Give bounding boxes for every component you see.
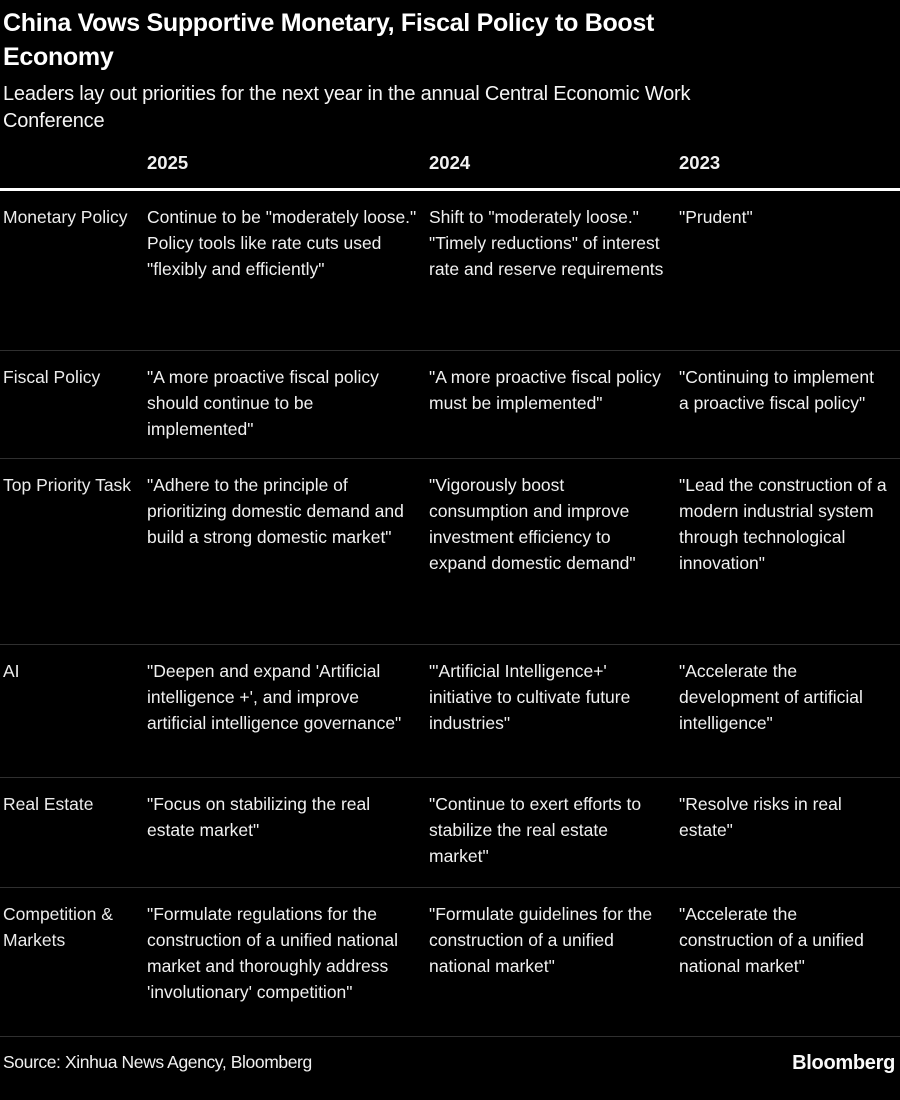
column-header-2025: 2025 — [147, 152, 189, 173]
table-row-ai: AI "Deepen and expand 'Artificial intell… — [0, 645, 900, 778]
cell-2023: "Continuing to implement a proactive fis… — [679, 367, 874, 413]
bloomberg-logo: Bloomberg — [792, 1052, 895, 1074]
cell-2024: "A more proactive fiscal policy must be … — [429, 367, 661, 413]
row-label: Monetary Policy — [3, 207, 128, 227]
row-label: Competition & Markets — [3, 904, 113, 950]
table-row-real-estate: Real Estate "Focus on stabilizing the re… — [0, 778, 900, 888]
graphic-title: China Vows Supportive Monetary, Fiscal P… — [3, 9, 655, 71]
column-header-blank — [0, 135, 147, 188]
cell-2024: "Vigorously boost consumption and improv… — [429, 475, 636, 573]
cell-2025: Continue to be "moderately loose." Polic… — [147, 207, 417, 279]
cell-2024: "Formulate guidelines for the constructi… — [429, 904, 653, 976]
table-header-row: 2025 2024 2023 — [0, 135, 900, 191]
cell-2025: "Deepen and expand 'Artificial intellige… — [147, 661, 402, 733]
cell-2023: "Accelerate the development of artificia… — [679, 661, 863, 733]
column-header-2023: 2023 — [679, 152, 721, 173]
row-label: Real Estate — [3, 794, 94, 814]
table-row-monetary-policy: Monetary Policy Continue to be "moderate… — [0, 191, 900, 351]
cell-2025: "Adhere to the principle of prioritizing… — [147, 475, 404, 547]
graphic-header: China Vows Supportive Monetary, Fiscal P… — [0, 0, 900, 135]
row-label: Fiscal Policy — [3, 367, 101, 387]
cell-2023: "Accelerate the construction of a unifie… — [679, 904, 864, 976]
column-header-2024: 2024 — [429, 152, 471, 173]
table-row-competition-markets: Competition & Markets "Formulate regulat… — [0, 888, 900, 1037]
table-row-top-priority-task: Top Priority Task "Adhere to the princip… — [0, 459, 900, 645]
cell-2023: "Prudent" — [679, 207, 753, 227]
cell-2025: "Focus on stabilizing the real estate ma… — [147, 794, 371, 840]
cell-2024: "'Artificial Intelligence+' initiative t… — [429, 661, 631, 733]
table-row-fiscal-policy: Fiscal Policy "A more proactive fiscal p… — [0, 351, 900, 459]
row-label: Top Priority Task — [3, 475, 132, 495]
cell-2024: Shift to "moderately loose." "Timely red… — [429, 207, 664, 279]
cell-2024: "Continue to exert efforts to stabilize … — [429, 794, 642, 866]
policy-comparison-table: 2025 2024 2023 Monetary Policy Continue … — [0, 135, 900, 1037]
row-label: AI — [3, 661, 20, 681]
cell-2025: "Formulate regulations for the construct… — [147, 904, 398, 1002]
source-note: Source: Xinhua News Agency, Bloomberg — [3, 1052, 312, 1072]
graphic-footer: Source: Xinhua News Agency, Bloomberg Bl… — [0, 1037, 900, 1075]
cell-2023: "Lead the construction of a modern indus… — [679, 475, 887, 573]
cell-2023: "Resolve risks in real estate" — [679, 794, 842, 840]
graphic-subtitle: Leaders lay out priorities for the next … — [3, 83, 691, 132]
cell-2025: "A more proactive fiscal policy should c… — [147, 367, 379, 439]
